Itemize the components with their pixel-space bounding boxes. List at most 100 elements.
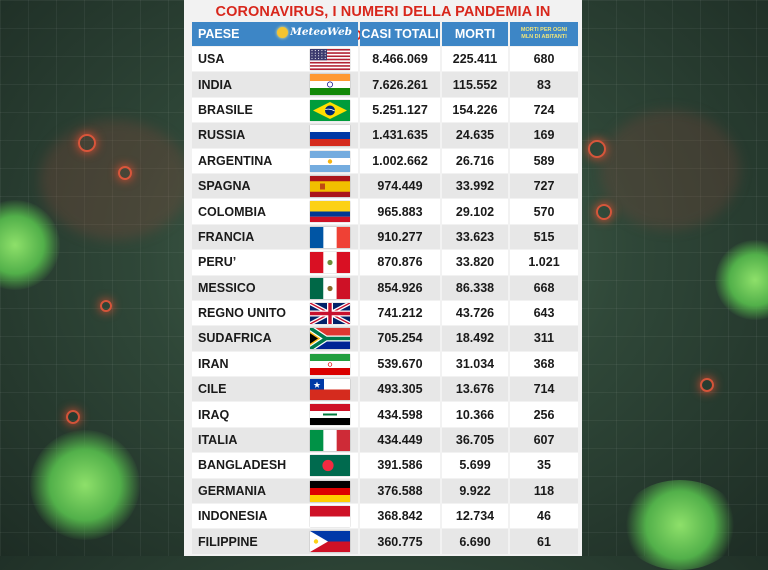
country-name: INDONESIA <box>198 509 268 524</box>
deaths-cell: 24.635 <box>442 123 508 148</box>
deaths-per-million-cell: 607 <box>510 427 578 453</box>
country-cell: MESSICO <box>192 275 358 300</box>
country-name: MESSICO <box>198 280 256 295</box>
virus-icon <box>30 430 140 540</box>
country-cell: IRAQ <box>192 402 358 427</box>
deaths-cell: 10.366 <box>442 402 508 427</box>
country-name: BRASILE <box>198 102 253 117</box>
country-name: COLOMBIA <box>198 204 267 219</box>
country-name: PERU’ <box>198 255 237 270</box>
table-row: ARGENTINA 1.002.662 26.716 589 <box>192 148 578 174</box>
hotspot-icon <box>118 166 132 180</box>
deaths-per-million-cell: 570 <box>510 199 578 224</box>
deaths-per-million-cell: 46 <box>510 504 578 529</box>
deaths-cell: 33.992 <box>442 173 508 199</box>
background-glow <box>600 110 740 230</box>
deaths-per-million-cell: 256 <box>510 402 578 427</box>
country-name: SPAGNA <box>198 179 251 194</box>
table-row: IRAQ 434.598 10.366 256 <box>192 402 578 427</box>
country-name: IRAN <box>198 356 229 371</box>
country-name: BANGLADESH <box>198 458 287 473</box>
header-cases: CASI TOTALI <box>360 22 440 46</box>
cases-cell: 8.466.069 <box>360 47 440 72</box>
hotspot-icon <box>700 378 714 392</box>
background-glow <box>40 120 190 240</box>
uk-flag <box>310 302 350 324</box>
header-deaths: MORTI <box>442 22 508 46</box>
country-name: INDIA <box>198 77 233 92</box>
deaths-cell: 6.690 <box>442 529 508 554</box>
chile-flag <box>310 379 350 401</box>
country-cell: INDONESIA <box>192 504 358 529</box>
table-row: SPAGNA 974.449 33.992 727 <box>192 173 578 199</box>
country-name: RUSSIA <box>198 128 246 143</box>
bangladesh-flag <box>310 455 350 477</box>
table-row: CILE 493.305 13.676 714 <box>192 377 578 402</box>
deaths-per-million-cell: 668 <box>510 275 578 300</box>
meteoweb-logo: MeteoWeb <box>277 26 352 38</box>
table-row: COLOMBIA 965.883 29.102 570 <box>192 199 578 224</box>
cases-cell: 368.842 <box>360 504 440 529</box>
south-africa-flag <box>310 328 350 350</box>
table-row: INDIA 7.626.261 115.552 83 <box>192 72 578 97</box>
deaths-cell: 29.102 <box>442 199 508 224</box>
cases-cell: 7.626.261 <box>360 72 440 97</box>
cases-cell: 539.670 <box>360 351 440 377</box>
country-name: CILE <box>198 382 227 397</box>
table-row: MESSICO 854.926 86.338 668 <box>192 275 578 301</box>
cases-cell: 434.598 <box>360 402 440 427</box>
cases-cell: 391.586 <box>360 453 440 478</box>
table-row: IRAN 539.670 31.034 368 <box>192 351 578 377</box>
deaths-per-million-cell: 727 <box>510 173 578 199</box>
table-row: BANGLADESH 391.586 5.699 35 <box>192 453 578 478</box>
peru-flag <box>310 252 350 274</box>
deaths-per-million-cell: 169 <box>510 123 578 148</box>
deaths-per-million-cell: 680 <box>510 47 578 72</box>
cases-cell: 1.431.635 <box>360 123 440 148</box>
deaths-cell: 86.338 <box>442 275 508 300</box>
deaths-per-million-cell: 643 <box>510 300 578 326</box>
russia-flag <box>310 125 350 147</box>
cases-cell: 741.212 <box>360 300 440 326</box>
deaths-per-million-cell: 83 <box>510 72 578 97</box>
italy-flag <box>310 429 350 451</box>
country-cell: USA <box>192 47 358 72</box>
country-cell: ITALIA <box>192 427 358 453</box>
cases-cell: 870.876 <box>360 250 440 275</box>
iran-flag <box>310 353 350 375</box>
hotspot-icon <box>100 300 112 312</box>
country-name: FRANCIA <box>198 229 255 244</box>
deaths-cell: 18.492 <box>442 326 508 351</box>
hotspot-icon <box>588 140 606 158</box>
cases-cell: 376.588 <box>360 478 440 504</box>
table-row: GERMANIA 376.588 9.922 118 <box>192 478 578 504</box>
country-cell: SPAGNA <box>192 173 358 199</box>
country-cell: REGNO UNITO <box>192 300 358 326</box>
table-row: INDONESIA 368.842 12.734 46 <box>192 504 578 529</box>
country-cell: PERU’ <box>192 250 358 275</box>
cases-cell: 1.002.662 <box>360 148 440 173</box>
country-name: USA <box>198 52 225 67</box>
deaths-per-million-cell: 1.021 <box>510 250 578 275</box>
table-row: SUDAFRICA 705.254 18.492 311 <box>192 326 578 351</box>
philippines-flag <box>310 531 350 553</box>
deaths-cell: 12.734 <box>442 504 508 529</box>
table-row: RUSSIA 1.431.635 24.635 169 <box>192 123 578 148</box>
statistics-panel: CORONAVIRUS, I NUMERI DELLA PANDEMIA IN … <box>184 0 582 556</box>
deaths-cell: 5.699 <box>442 453 508 478</box>
deaths-cell: 33.820 <box>442 250 508 275</box>
deaths-per-million-cell: 714 <box>510 377 578 402</box>
deaths-cell: 9.922 <box>442 478 508 504</box>
hotspot-icon <box>78 134 96 152</box>
country-cell: IRAN <box>192 351 358 377</box>
header-per-million-line2: MLN DI ABITANTI <box>521 34 567 40</box>
sun-icon <box>277 26 289 38</box>
country-name: ARGENTINA <box>198 153 273 168</box>
cases-cell: 493.305 <box>360 377 440 402</box>
country-cell: BRASILE <box>192 97 358 123</box>
virus-icon <box>620 480 740 570</box>
logo-text: MeteoWeb <box>290 26 352 38</box>
country-name: SUDAFRICA <box>198 331 272 346</box>
header-country: PAESE MeteoWeb <box>192 22 358 46</box>
header-per-million-line1: MORTI PER OGNI <box>520 27 568 33</box>
